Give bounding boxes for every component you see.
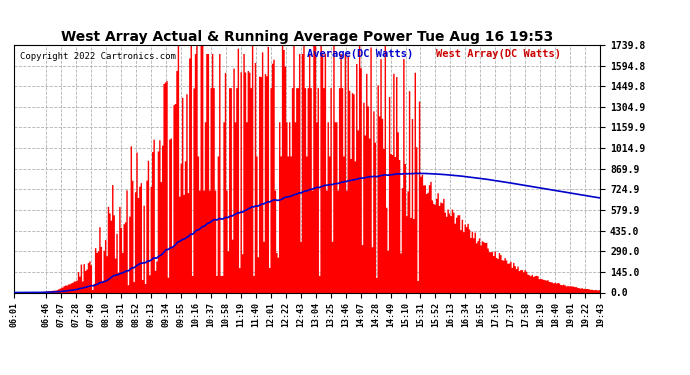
Title: West Array Actual & Running Average Power Tue Aug 16 19:53: West Array Actual & Running Average Powe… [61, 30, 553, 44]
Text: Average(DC Watts): Average(DC Watts) [307, 49, 413, 59]
Text: West Array(DC Watts): West Array(DC Watts) [436, 49, 561, 59]
Text: Copyright 2022 Cartronics.com: Copyright 2022 Cartronics.com [19, 53, 175, 62]
